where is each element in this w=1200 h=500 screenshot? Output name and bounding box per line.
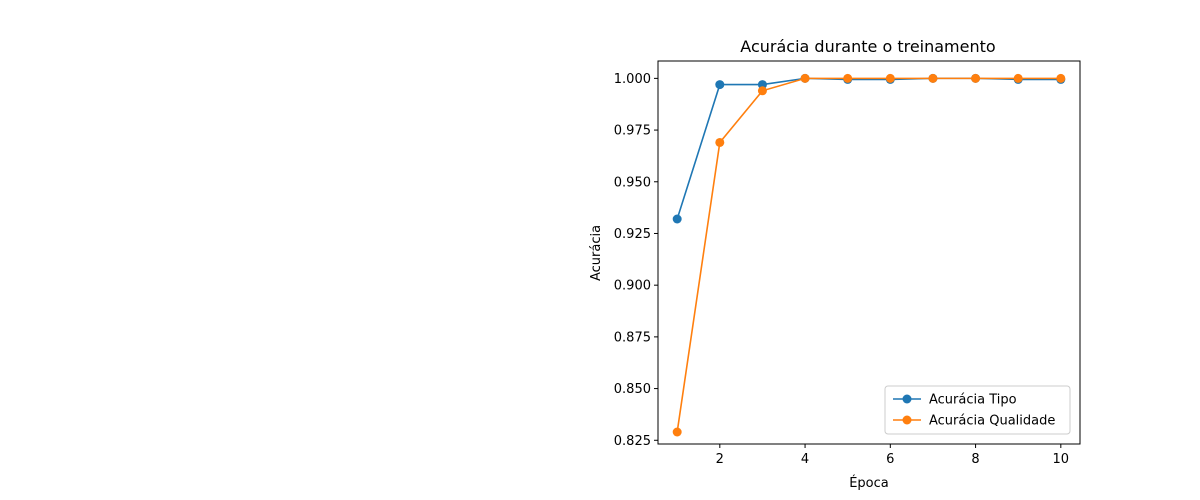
series-1-point bbox=[715, 80, 725, 90]
axes-frame bbox=[657, 60, 1081, 445]
series-2-point bbox=[757, 86, 767, 96]
legend-entry-label: Acurácia Tipo bbox=[929, 393, 1017, 408]
y-tick-label: 0.950 bbox=[614, 175, 651, 190]
series-2-point bbox=[928, 73, 938, 83]
y-tick-label: 0.850 bbox=[614, 382, 651, 397]
y-tick-label: 0.925 bbox=[614, 227, 651, 242]
series-2-point bbox=[843, 73, 853, 83]
x-tick-label: 2 bbox=[716, 452, 724, 467]
x-tick-label: 4 bbox=[801, 452, 809, 467]
series-1-point bbox=[672, 214, 682, 224]
legend: Acurácia Tipo Acurácia Qualidade bbox=[884, 385, 1071, 435]
series-2-point bbox=[885, 73, 895, 83]
plot-area bbox=[672, 73, 1066, 437]
series-2-point bbox=[971, 73, 981, 83]
series-line-1 bbox=[676, 77, 1061, 220]
series-1-point bbox=[757, 80, 767, 90]
series-2-point bbox=[1056, 73, 1066, 83]
series-2-point bbox=[1013, 73, 1023, 83]
y-tick-label: 0.900 bbox=[614, 279, 651, 294]
series-2-point bbox=[715, 137, 725, 147]
series-2-point bbox=[672, 427, 682, 437]
series-2-point bbox=[800, 73, 810, 83]
x-tick-label: 8 bbox=[971, 452, 979, 467]
legend-entry-label: Acurácia Qualidade bbox=[929, 414, 1055, 429]
chart-title: Acurácia durante o treinamento bbox=[740, 37, 995, 56]
legend-swatch-marker bbox=[902, 394, 912, 404]
y-tick-label: 0.975 bbox=[614, 124, 651, 139]
y-tick-label: 0.825 bbox=[614, 434, 651, 449]
y-tick-label: 1.000 bbox=[614, 72, 651, 87]
series-line-2 bbox=[676, 77, 1061, 433]
y-tick-label: 0.875 bbox=[614, 330, 651, 345]
y-axis-label: Acurácia bbox=[589, 225, 604, 281]
x-axis-label: Época bbox=[849, 475, 889, 491]
x-tick-label: 10 bbox=[1053, 452, 1070, 467]
legend-box bbox=[884, 385, 1071, 435]
x-tick-label: 6 bbox=[886, 452, 894, 467]
legend-swatch-marker bbox=[902, 415, 912, 425]
